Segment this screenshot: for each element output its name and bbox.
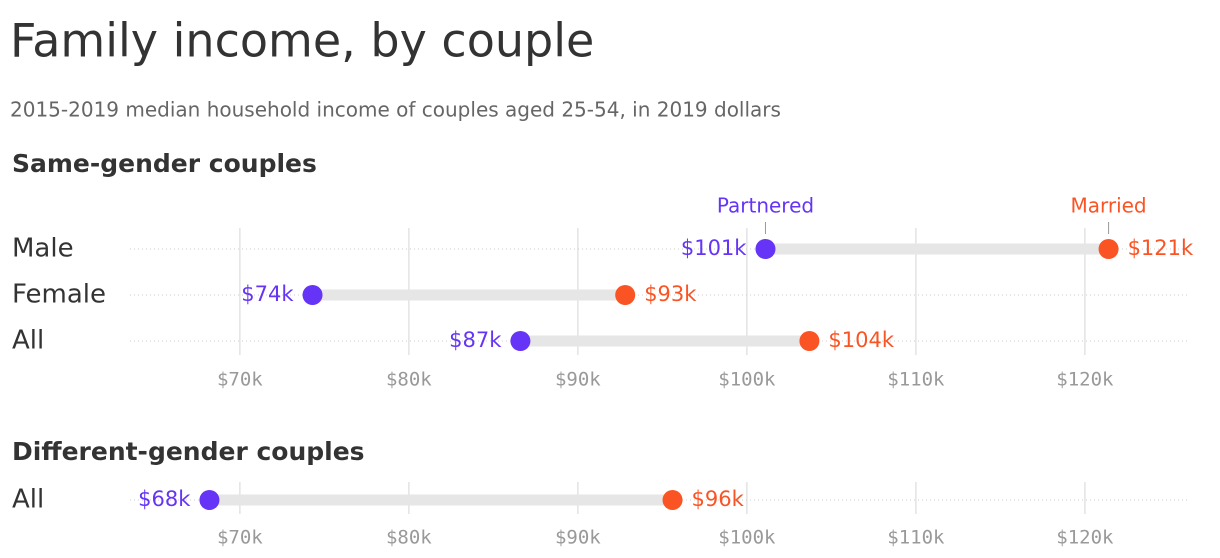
dot (615, 285, 636, 305)
category-label: All (12, 326, 44, 356)
dot (1098, 239, 1119, 259)
x-tick-label: $80k (386, 527, 432, 549)
category-label: Male (12, 234, 74, 264)
x-tick-label: $90k (555, 369, 601, 391)
subtitle: 2015-2019 median household income of cou… (10, 98, 781, 122)
panel-title: Different-gender couples (12, 437, 365, 466)
value-label: $104k (828, 328, 894, 352)
panel-title: Same-gender couples (12, 149, 317, 178)
x-tick-label: $120k (1056, 369, 1114, 391)
category-label: All (12, 485, 44, 515)
category-label: Female (12, 280, 106, 310)
x-tick-label: $100k (718, 527, 776, 549)
x-tick-label: $70k (217, 369, 263, 391)
dot (510, 331, 531, 351)
chart-title: Family income, by couple (10, 14, 594, 68)
legend-label: Partnered (717, 194, 814, 218)
value-label: $68k (138, 487, 191, 511)
dot (302, 285, 323, 305)
x-tick-label: $70k (217, 527, 263, 549)
dot (199, 490, 220, 510)
x-tick-label: $90k (555, 527, 601, 549)
x-tick-label: $120k (1056, 527, 1114, 549)
dot (799, 331, 820, 351)
value-label: $93k (644, 282, 697, 306)
x-tick-label: $110k (887, 369, 945, 391)
value-label: $101k (681, 236, 747, 260)
value-label: $74k (241, 282, 294, 306)
dot (662, 490, 683, 510)
x-tick-label: $110k (887, 527, 945, 549)
legend-label: Married (1070, 194, 1146, 218)
x-tick-label: $80k (386, 369, 432, 391)
value-label: $121k (1128, 236, 1194, 260)
dot (755, 239, 776, 259)
value-label: $87k (449, 328, 502, 352)
value-label: $96k (692, 487, 745, 511)
x-tick-label: $100k (718, 369, 776, 391)
